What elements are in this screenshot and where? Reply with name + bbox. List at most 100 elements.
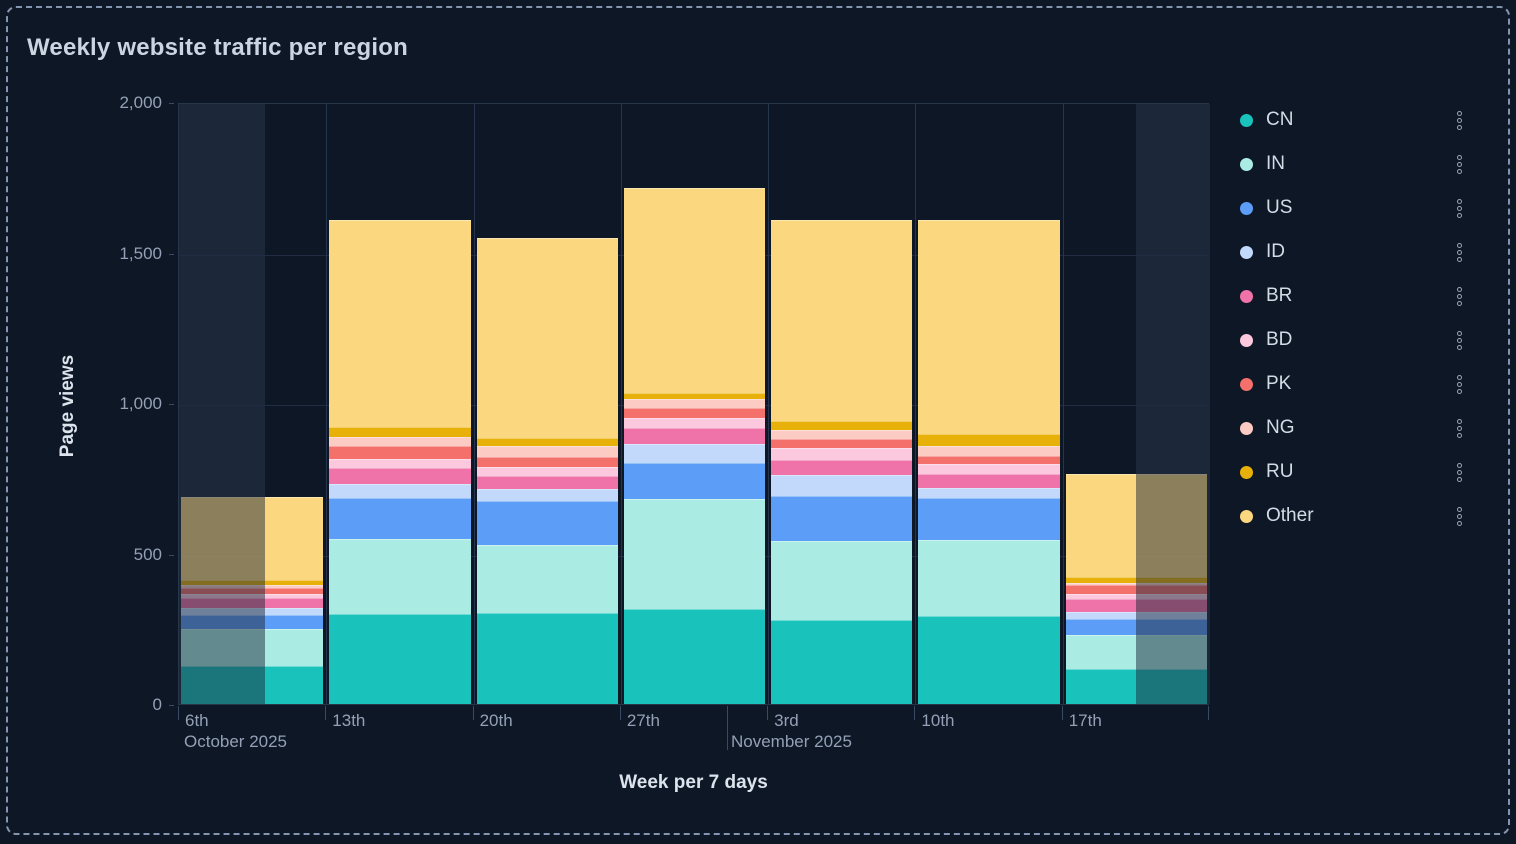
bar-segment-US-17th[interactable]	[1065, 619, 1136, 636]
bar-segment-PK-27th[interactable]	[623, 408, 766, 419]
bar-segment-BR-13th[interactable]	[329, 468, 471, 484]
legend-item-actions-icon[interactable]	[1455, 153, 1464, 176]
bar-segment-CN-13th[interactable]	[329, 613, 471, 704]
bar-segment-BD-13th[interactable]	[329, 458, 471, 469]
bar-segment-RU-20th[interactable]	[476, 438, 618, 446]
bar-segment-NG-17th[interactable]	[1065, 582, 1136, 586]
bar-segment-CN-10th[interactable]	[918, 616, 1060, 704]
legend-label-CN[interactable]: CN	[1266, 109, 1294, 130]
bar-segment-BD-17th[interactable]	[1136, 593, 1207, 599]
bar-segment-PK-10th[interactable]	[918, 455, 1060, 465]
bar-segment-RU-17th[interactable]	[1065, 577, 1136, 583]
bar-segment-PK-6th[interactable]	[181, 588, 265, 594]
bar-segment-BR-6th[interactable]	[181, 598, 265, 608]
bar-segment-ID-6th[interactable]	[181, 607, 265, 615]
bar-segment-RU-10th[interactable]	[918, 433, 1060, 447]
legend-item-actions-icon[interactable]	[1455, 241, 1464, 264]
bar-segment-BR-6th[interactable]	[265, 598, 324, 608]
bar-segment-IN-6th[interactable]	[265, 628, 324, 666]
bar-segment-BR-3rd[interactable]	[771, 459, 913, 475]
bar-segment-BR-27th[interactable]	[623, 428, 766, 445]
bar-segment-RU-6th[interactable]	[265, 579, 324, 586]
legend-item-actions-icon[interactable]	[1455, 285, 1464, 308]
bar-segment-BD-27th[interactable]	[623, 418, 766, 429]
bar-segment-BR-20th[interactable]	[476, 476, 618, 490]
bar-segment-ID-27th[interactable]	[623, 444, 766, 463]
bar-segment-IN-20th[interactable]	[476, 544, 618, 614]
bar-27th[interactable]	[623, 188, 766, 704]
bar-10th[interactable]	[918, 220, 1060, 704]
bar-segment-CN-6th[interactable]	[265, 665, 324, 704]
bar-segment-PK-6th[interactable]	[265, 588, 324, 594]
legend-item-actions-icon[interactable]	[1455, 329, 1464, 352]
legend-label-PK[interactable]: PK	[1266, 373, 1292, 394]
bar-segment-CN-27th[interactable]	[623, 609, 766, 704]
bar-segment-BD-20th[interactable]	[476, 467, 618, 477]
bar-segment-ID-6th[interactable]	[265, 607, 324, 615]
bar-segment-CN-17th[interactable]	[1136, 669, 1207, 704]
bar-segment-Other-17th[interactable]	[1136, 473, 1207, 578]
bar-segment-US-6th[interactable]	[181, 614, 265, 629]
bar-segment-BD-3rd[interactable]	[771, 448, 913, 460]
bar-segment-Other-10th[interactable]	[918, 220, 1060, 434]
bar-segment-US-13th[interactable]	[329, 498, 471, 540]
bar-segment-ID-10th[interactable]	[918, 488, 1060, 499]
bar-segment-Other-3rd[interactable]	[771, 219, 913, 421]
bar-20th[interactable]	[476, 237, 618, 704]
bar-segment-IN-27th[interactable]	[623, 499, 766, 610]
bar-segment-IN-17th[interactable]	[1136, 635, 1207, 670]
bar-17th[interactable]	[1065, 473, 1136, 704]
bar-segment-RU-27th[interactable]	[623, 393, 766, 400]
bar-segment-IN-6th[interactable]	[181, 628, 265, 666]
bar-segment-NG-20th[interactable]	[476, 445, 618, 457]
bar-segment-CN-3rd[interactable]	[771, 619, 913, 704]
bar-segment-IN-10th[interactable]	[918, 539, 1060, 617]
bar-segment-IN-13th[interactable]	[329, 539, 471, 614]
legend-label-RU[interactable]: RU	[1266, 461, 1294, 482]
bar-13th[interactable]	[329, 220, 471, 704]
legend-item-actions-icon[interactable]	[1455, 417, 1464, 440]
legend-label-ID[interactable]: ID	[1266, 241, 1285, 262]
bar-segment-Other-20th[interactable]	[476, 237, 618, 439]
bar-segment-Other-17th[interactable]	[1065, 473, 1136, 578]
bar-segment-BD-10th[interactable]	[918, 464, 1060, 475]
bar-segment-BR-10th[interactable]	[918, 474, 1060, 489]
bar-segment-ID-17th[interactable]	[1136, 611, 1207, 620]
bar-segment-US-3rd[interactable]	[771, 496, 913, 541]
legend-label-BR[interactable]: BR	[1266, 285, 1293, 306]
bar-segment-PK-17th[interactable]	[1065, 585, 1136, 594]
bar-segment-ID-13th[interactable]	[329, 484, 471, 499]
legend-item-actions-icon[interactable]	[1455, 505, 1464, 528]
bar-segment-BR-17th[interactable]	[1136, 599, 1207, 612]
bar-segment-NG-6th[interactable]	[265, 585, 324, 589]
bar-segment-BD-17th[interactable]	[1065, 593, 1136, 599]
bar-6th-partial[interactable]	[181, 497, 265, 704]
bar-segment-NG-3rd[interactable]	[771, 430, 913, 439]
bar-segment-CN-20th[interactable]	[476, 613, 618, 704]
bar-segment-BD-6th[interactable]	[181, 593, 265, 599]
bar-segment-PK-3rd[interactable]	[771, 438, 913, 449]
bar-segment-CN-17th[interactable]	[1065, 669, 1136, 704]
bar-segment-US-10th[interactable]	[918, 498, 1060, 540]
bar-segment-US-6th[interactable]	[265, 614, 324, 629]
legend-label-IN[interactable]: IN	[1266, 153, 1285, 174]
bar-segment-NG-17th[interactable]	[1136, 582, 1207, 586]
legend-item-actions-icon[interactable]	[1455, 197, 1464, 220]
bar-segment-BR-17th[interactable]	[1065, 599, 1136, 612]
bar-segment-NG-13th[interactable]	[329, 436, 471, 447]
legend-label-NG[interactable]: NG	[1266, 417, 1295, 438]
bar-segment-NG-10th[interactable]	[918, 446, 1060, 456]
bar-3rd[interactable]	[771, 219, 913, 704]
bar-segment-US-17th[interactable]	[1136, 619, 1207, 636]
bar-segment-ID-3rd[interactable]	[771, 474, 913, 497]
bar-segment-RU-17th[interactable]	[1136, 577, 1207, 583]
legend-label-US[interactable]: US	[1266, 197, 1293, 218]
legend-item-actions-icon[interactable]	[1455, 109, 1464, 132]
bar-segment-NG-6th[interactable]	[181, 585, 265, 589]
bar-segment-PK-17th[interactable]	[1136, 585, 1207, 594]
bar-segment-Other-13th[interactable]	[329, 220, 471, 428]
bar-segment-NG-27th[interactable]	[623, 399, 766, 409]
legend-label-BD[interactable]: BD	[1266, 329, 1293, 350]
bar-17th-partial[interactable]	[1136, 473, 1207, 704]
legend-item-actions-icon[interactable]	[1455, 373, 1464, 396]
